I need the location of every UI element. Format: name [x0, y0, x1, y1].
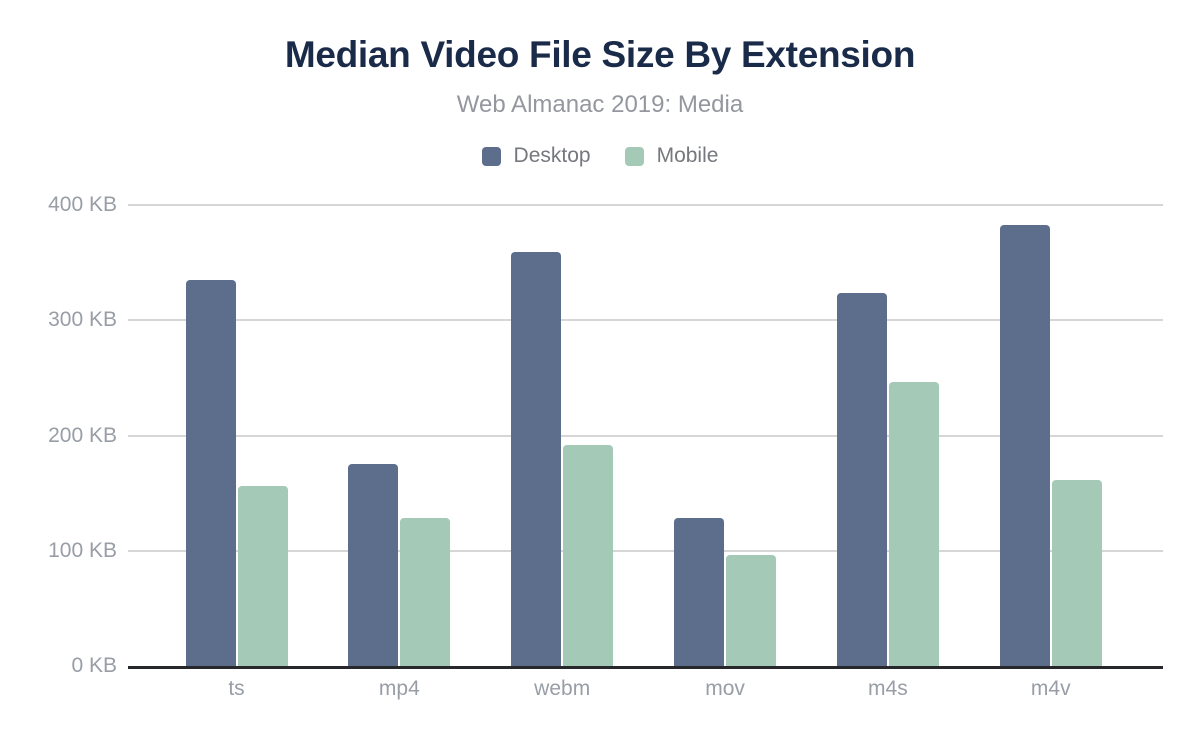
x-tick-label-m4s: m4s — [868, 677, 908, 700]
x-tick-label-ts: ts — [228, 677, 245, 700]
legend-swatch-icon — [481, 146, 501, 166]
legend-item-desktop[interactable]: Desktop — [481, 144, 591, 168]
gridline-400 — [128, 204, 1163, 206]
x-tick-label-mp4: mp4 — [378, 677, 420, 700]
y-tick-label: 300 KB — [48, 308, 117, 332]
x-tick-label-webm: webm — [534, 677, 591, 700]
chart-title: Median Video File Size By Extension — [284, 34, 916, 75]
bar-desktop-ts[interactable] — [185, 279, 236, 666]
y-tick-label: 200 KB — [48, 423, 117, 447]
bar-desktop-m4v[interactable] — [999, 224, 1050, 666]
legend-label: Desktop — [513, 144, 591, 167]
gridline-300 — [128, 319, 1163, 322]
legend-item-mobile[interactable]: Mobile — [624, 144, 719, 168]
x-tick-label-mov: mov — [705, 677, 745, 700]
bar-desktop-webm[interactable] — [511, 252, 562, 666]
bar-mobile-m4v[interactable] — [1051, 480, 1102, 666]
bar-desktop-m4s[interactable] — [836, 292, 887, 666]
y-tick-label: 100 KB — [48, 538, 117, 562]
bar-mobile-mov[interactable] — [726, 555, 777, 666]
y-tick-label: 0 KB — [71, 654, 117, 677]
legend-label: Mobile — [656, 144, 719, 167]
bar-mobile-m4s[interactable] — [888, 382, 939, 666]
chart-legend: Desktop Mobile — [0, 144, 1200, 168]
bar-mobile-ts[interactable] — [237, 486, 288, 666]
x-axis-line — [128, 666, 1163, 669]
gridline-200 — [128, 434, 1163, 437]
chart-subtitle: Web Almanac 2019: Media — [456, 91, 744, 118]
y-tick-label: 400 KB — [48, 193, 117, 216]
bar-mobile-mp4[interactable] — [400, 518, 451, 666]
bar-desktop-mov[interactable] — [674, 518, 725, 666]
bar-desktop-mp4[interactable] — [348, 464, 399, 666]
gridline-100 — [128, 549, 1163, 552]
bar-mobile-webm[interactable] — [563, 444, 614, 666]
x-tick-label-m4v: m4v — [1030, 677, 1071, 700]
legend-swatch-icon — [624, 146, 644, 166]
